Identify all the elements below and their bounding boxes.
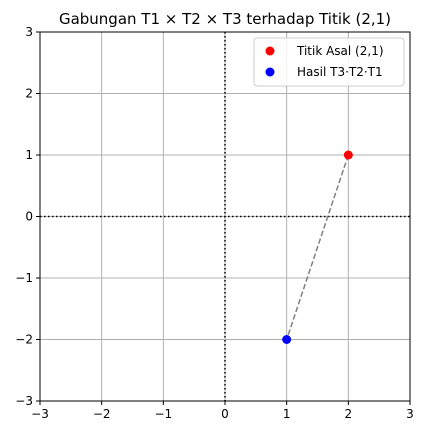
x-tick-label-5: 2 — [345, 407, 353, 421]
data-point-0-0 — [343, 150, 353, 160]
zero-axis-lines — [40, 32, 410, 401]
x-tick-label-1: −2 — [93, 407, 111, 421]
y-tick-label-0: −3 — [15, 394, 33, 408]
data-point-1-0 — [282, 335, 292, 344]
legend-marker-0 — [265, 46, 275, 56]
x-tick-label-6: 3 — [406, 407, 414, 421]
legend-label-0: Titik Asal (2,1) — [296, 44, 384, 58]
ticks: −3 −2 −1 0 1 2 3 −3 −2 −1 0 1 2 3 — [15, 25, 414, 421]
x-tick-label-3: 0 — [221, 407, 229, 421]
data-points — [282, 150, 353, 344]
y-tick-label-5: 2 — [25, 87, 33, 101]
legend-marker-1 — [265, 67, 275, 77]
y-tick-label-6: 3 — [25, 25, 33, 39]
y-tick-label-1: −2 — [15, 333, 33, 347]
x-tick-label-0: −3 — [31, 407, 49, 421]
y-tick-label-3: 0 — [25, 210, 33, 224]
y-tick-label-2: −1 — [15, 271, 33, 285]
connector-line — [285, 154, 350, 340]
legend: Titik Asal (2,1) Hasil T3·T2·T1 — [253, 37, 405, 87]
x-tick-label-4: 1 — [283, 407, 291, 421]
y-tick-label-4: 1 — [25, 148, 33, 162]
connector — [285, 154, 350, 340]
x-tick-label-2: −1 — [154, 407, 172, 421]
legend-box — [253, 37, 405, 87]
legend-label-1: Hasil T3·T2·T1 — [297, 65, 383, 79]
chart-title: Gabungan T1 × T2 × T3 terhadap Titik (2,… — [59, 10, 391, 28]
